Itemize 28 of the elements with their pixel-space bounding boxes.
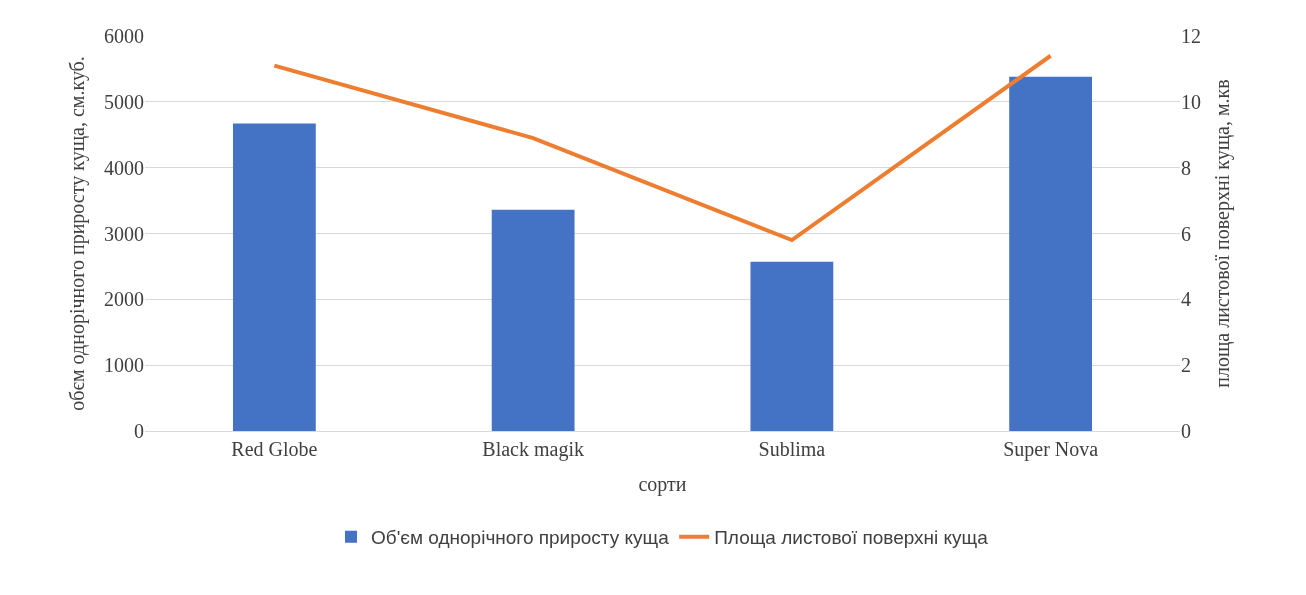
y2-tick-label: 8 bbox=[1181, 156, 1191, 179]
bar bbox=[491, 209, 575, 431]
bar bbox=[232, 123, 316, 431]
y-tick-label: 2000 bbox=[104, 288, 144, 311]
y2-tick-label: 6 bbox=[1181, 222, 1191, 245]
legend-label: Об'єм однорічного приросту куща bbox=[371, 527, 670, 549]
y-tick-label: 0 bbox=[134, 420, 144, 442]
y2-axis-title: площа листової поверхні куща, м.кв bbox=[1210, 79, 1234, 388]
y-tick-label: 3000 bbox=[104, 222, 144, 245]
line-series bbox=[272, 53, 1053, 243]
bar bbox=[750, 261, 834, 431]
legend-label: Площа листової поверхні куща bbox=[714, 527, 989, 549]
x-axis-title: сорти bbox=[638, 472, 687, 496]
x-tick-label: Black magik bbox=[482, 438, 584, 461]
bar bbox=[1009, 76, 1093, 431]
x-tick-label: Super Nova bbox=[1003, 438, 1099, 461]
y-tick-label: 5000 bbox=[104, 90, 144, 113]
y-tick-label: 6000 bbox=[104, 25, 144, 47]
y-tick-label: 4000 bbox=[104, 156, 144, 179]
y2-tick-label: 10 bbox=[1181, 90, 1201, 113]
x-tick-label: Sublima bbox=[758, 438, 826, 460]
y2-tick-label: 2 bbox=[1181, 354, 1191, 377]
y2-tick-label: 12 bbox=[1181, 25, 1201, 47]
y2-tick-label: 4 bbox=[1181, 288, 1191, 311]
x-tick-label: Red Globe bbox=[231, 438, 318, 460]
y-axis-title: обєм однорічного приросту куща, см.куб. bbox=[65, 56, 89, 411]
y2-tick-label: 0 bbox=[1181, 420, 1191, 442]
y-tick-label: 1000 bbox=[104, 354, 144, 377]
